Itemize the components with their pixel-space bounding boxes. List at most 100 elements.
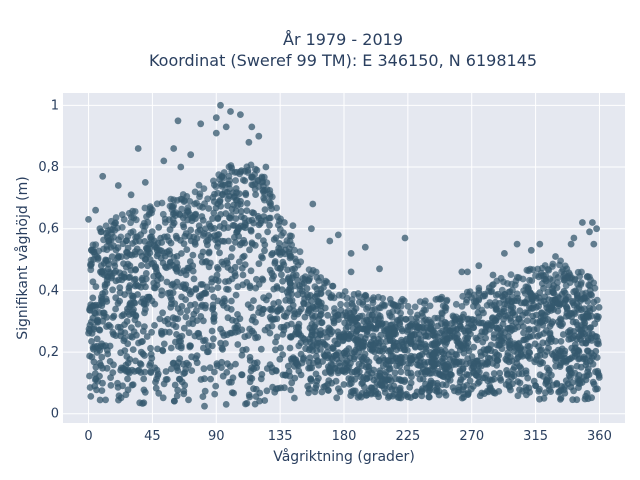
- data-point: [101, 283, 109, 291]
- data-point: [481, 390, 488, 397]
- data-point: [264, 228, 271, 236]
- data-point: [189, 251, 197, 259]
- data-point: [200, 365, 208, 373]
- data-point: [222, 340, 229, 347]
- data-point: [426, 387, 434, 394]
- data-point: [111, 262, 119, 270]
- data-point: [343, 347, 350, 355]
- data-point: [214, 284, 222, 292]
- data-point: [188, 214, 196, 222]
- data-point: [96, 326, 104, 334]
- data-point: [376, 369, 384, 377]
- chart-title-line2: Koordinat (Sweref 99 TM): E 346150, N 61…: [149, 51, 537, 70]
- data-point: [200, 230, 208, 237]
- data-point: [252, 284, 260, 292]
- data-point: [508, 280, 516, 288]
- data-point: [185, 396, 192, 404]
- data-point: [216, 198, 224, 206]
- data-point: [569, 299, 577, 307]
- data-point: [541, 352, 549, 359]
- data-point: [557, 338, 565, 345]
- data-point: [220, 220, 228, 227]
- data-point: [449, 327, 457, 334]
- data-point: [252, 318, 259, 326]
- data-point: [312, 370, 320, 378]
- data-point: [554, 300, 562, 308]
- data-point: [501, 329, 509, 336]
- data-point: [337, 306, 345, 314]
- data-point: [497, 274, 505, 282]
- data-point: [188, 367, 196, 374]
- data-point: [581, 355, 589, 363]
- data-point: [161, 233, 168, 241]
- outlier-point: [334, 231, 342, 239]
- data-point: [127, 219, 134, 227]
- data-point: [180, 198, 188, 206]
- data-point: [258, 173, 266, 181]
- data-point: [398, 354, 405, 361]
- data-point: [495, 388, 503, 395]
- data-point: [179, 281, 187, 288]
- data-point: [180, 324, 188, 332]
- data-point: [511, 363, 518, 371]
- data-point: [255, 260, 263, 268]
- data-point: [568, 274, 575, 281]
- data-point: [300, 354, 308, 362]
- data-point: [261, 247, 268, 255]
- data-point: [100, 260, 108, 267]
- data-point: [575, 303, 583, 310]
- data-point: [106, 358, 114, 365]
- data-point: [239, 271, 247, 279]
- data-point: [222, 210, 230, 217]
- data-point: [413, 314, 420, 322]
- data-point: [109, 286, 116, 294]
- data-point: [175, 359, 182, 366]
- outlier-point: [134, 145, 142, 152]
- y-axis-title: Signifikant våghöjd (m): [14, 176, 31, 339]
- data-point: [151, 284, 159, 292]
- data-point: [132, 275, 139, 283]
- data-point: [135, 366, 143, 374]
- data-point: [296, 248, 304, 256]
- data-point: [93, 335, 101, 343]
- data-point: [456, 367, 464, 375]
- data-point: [159, 309, 167, 317]
- data-point: [589, 378, 597, 386]
- data-point: [177, 344, 185, 352]
- data-point: [222, 401, 230, 408]
- data-point: [197, 281, 205, 288]
- data-point: [238, 351, 246, 359]
- data-point: [219, 329, 227, 337]
- data-point: [277, 264, 285, 272]
- data-point: [505, 339, 513, 347]
- data-point: [367, 316, 374, 323]
- data-point: [247, 367, 255, 375]
- data-point: [308, 320, 316, 328]
- data-point: [152, 378, 159, 386]
- data-point: [539, 312, 547, 320]
- data-point: [589, 305, 597, 312]
- data-point: [406, 333, 414, 341]
- data-point: [561, 262, 569, 270]
- outlier-point: [245, 138, 253, 146]
- y-tick-label: 0,6: [38, 222, 59, 237]
- data-point: [294, 323, 302, 331]
- data-point: [279, 258, 287, 266]
- data-point: [440, 363, 448, 370]
- data-point: [403, 364, 411, 372]
- data-point: [477, 348, 484, 356]
- y-tick-label: 0,8: [38, 160, 59, 175]
- data-point: [175, 375, 183, 383]
- data-point: [545, 344, 552, 352]
- data-point: [241, 333, 249, 341]
- data-point: [261, 397, 269, 404]
- data-point: [116, 297, 123, 305]
- data-point: [108, 253, 116, 260]
- data-point: [251, 241, 259, 249]
- outlier-point: [92, 206, 99, 214]
- data-point: [542, 327, 550, 334]
- data-point: [579, 329, 587, 337]
- data-point: [211, 232, 218, 240]
- data-point: [443, 324, 451, 332]
- data-point: [532, 382, 540, 390]
